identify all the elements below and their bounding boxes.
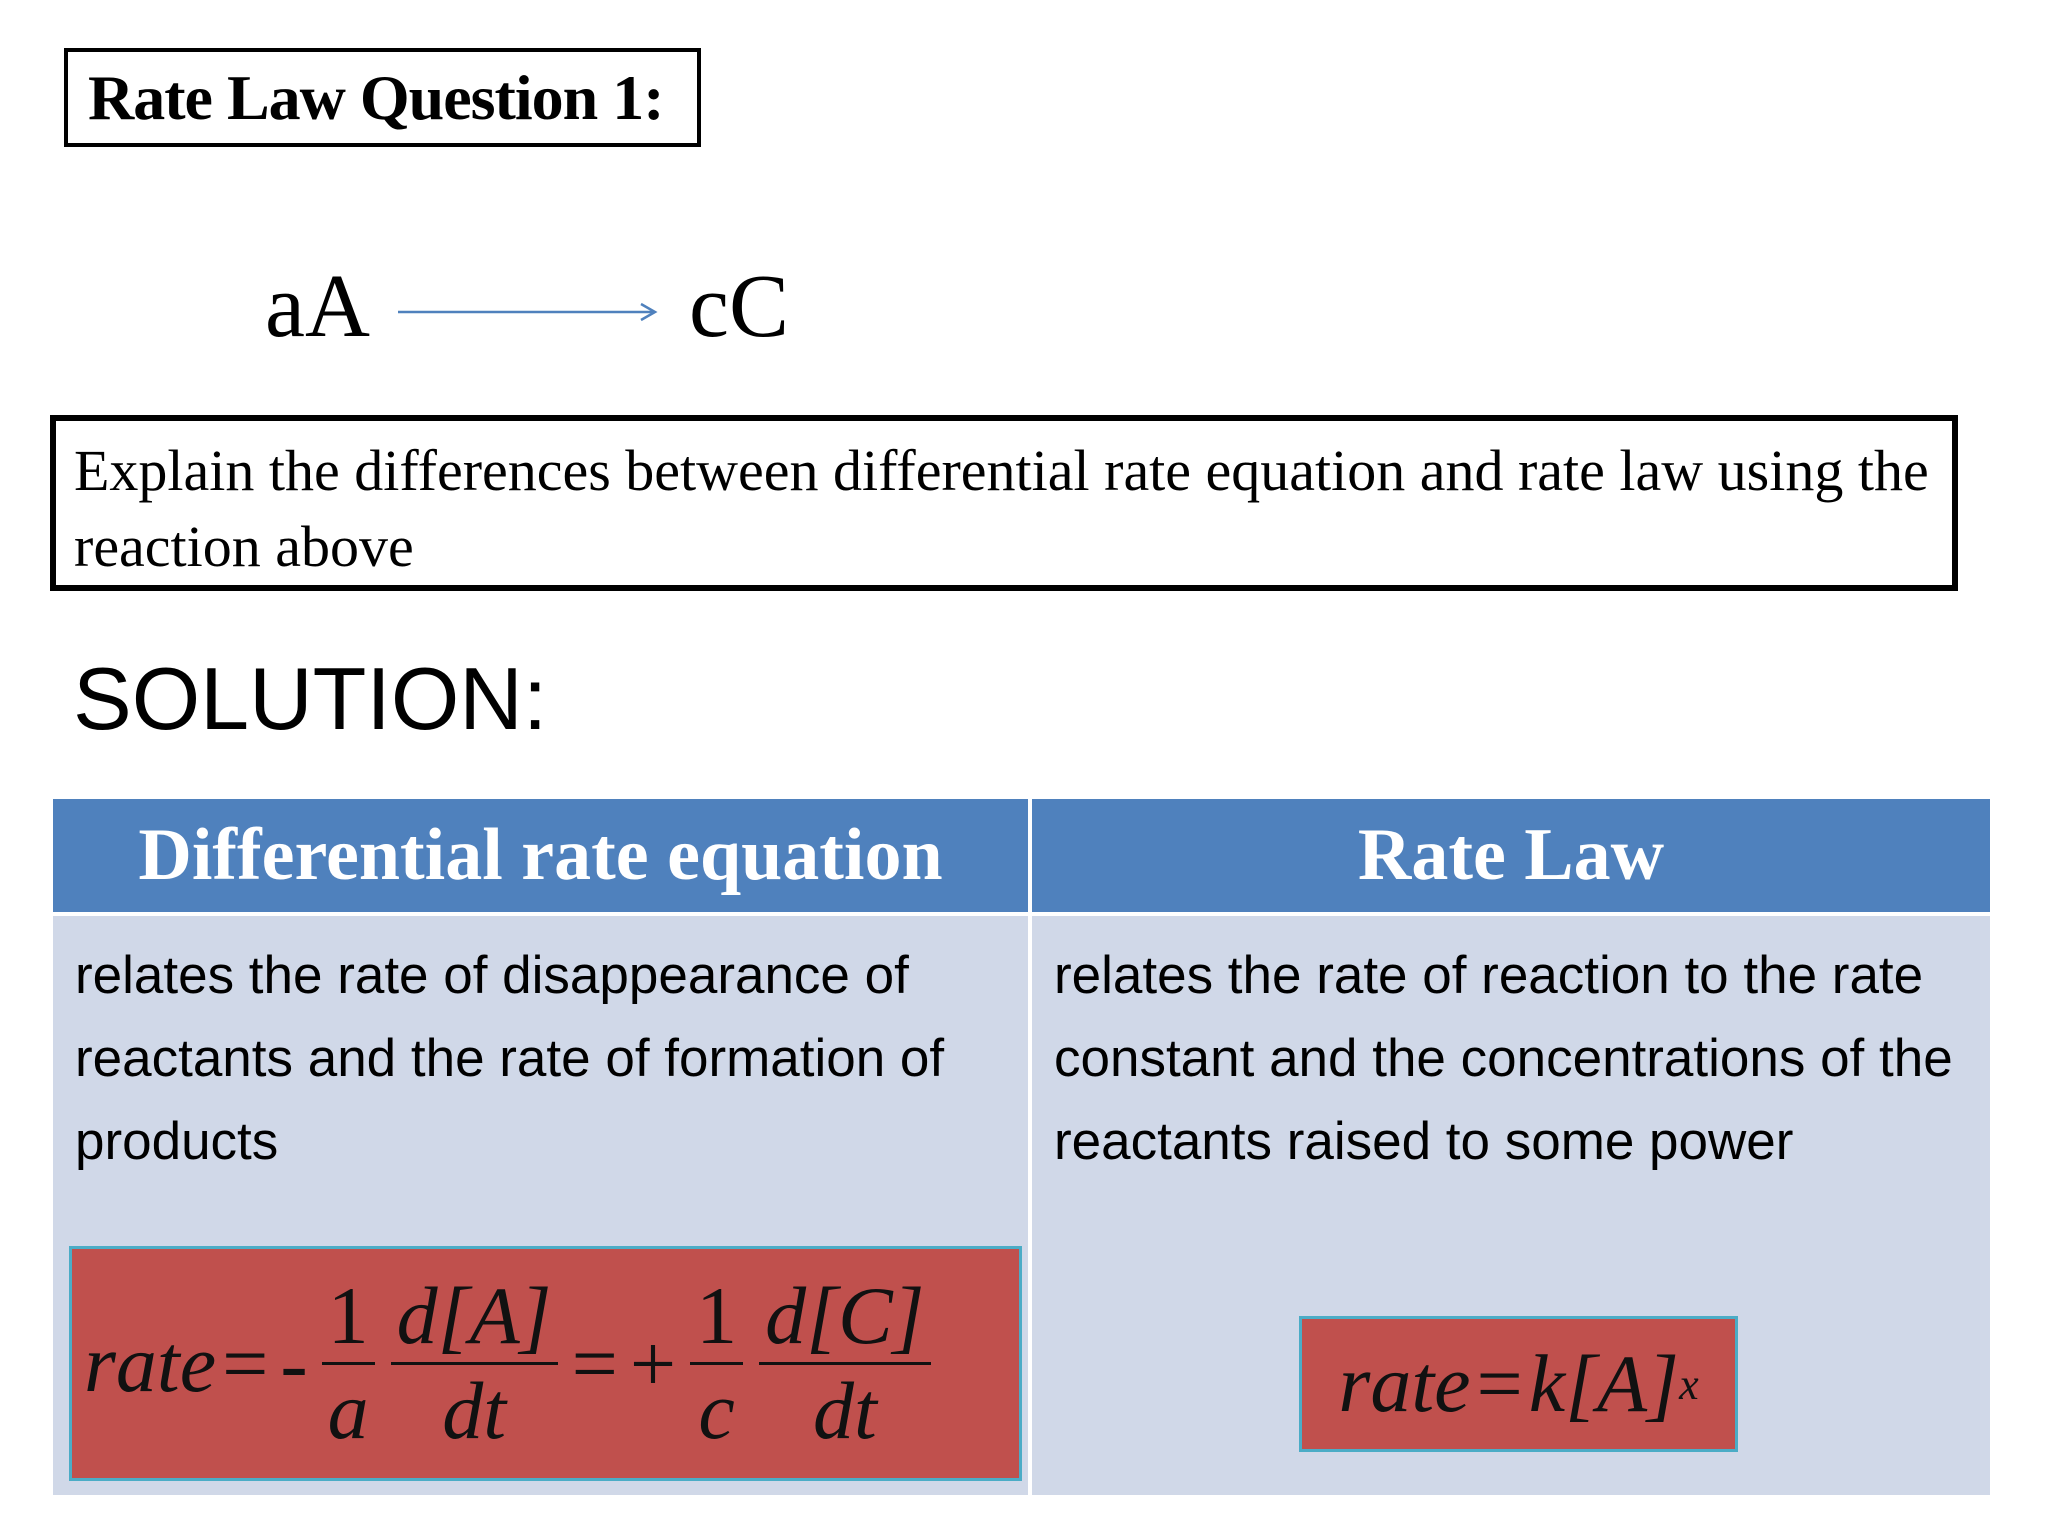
formula-lhs: rate [84, 1317, 217, 1409]
reactant: aA [265, 257, 370, 356]
numerator: 1 [321, 1270, 375, 1365]
table-header: Differential rate equation [53, 799, 1028, 912]
product: cC [689, 257, 789, 356]
cell-text: relates the rate of disappearance of rea… [75, 946, 945, 1171]
formula-rhs: k[A] [1528, 1338, 1680, 1429]
table-header: Rate Law [1032, 799, 1990, 912]
denominator: dt [812, 1365, 877, 1456]
denominator: c [698, 1365, 735, 1456]
question-box: Explain the differences between differen… [50, 415, 1958, 591]
formula-equals: = [571, 1317, 618, 1409]
numerator: d[C] [759, 1270, 931, 1365]
fraction: d[C] dt [759, 1270, 931, 1457]
formula-sign: + [629, 1317, 677, 1409]
question: Explain the differences between differen… [74, 438, 1929, 579]
formula-equals: = [222, 1317, 269, 1409]
solution-label: SOLUTION: [73, 649, 548, 748]
formula-sign: - [280, 1317, 308, 1409]
title-box: Rate Law Question 1: [64, 48, 701, 147]
fraction: d[A] dt [390, 1270, 558, 1457]
reaction-arrow [398, 302, 658, 322]
formula-equals: = [1476, 1338, 1523, 1429]
formula-box: rate = k[A] x [1299, 1316, 1738, 1452]
cell-text: relates the rate of reaction to the rate… [1054, 946, 1953, 1171]
formula-lhs: rate [1338, 1338, 1471, 1429]
denominator: a [327, 1365, 369, 1456]
title: Rate Law Question 1: [88, 61, 665, 133]
denominator: dt [442, 1365, 507, 1456]
formula-exponent: x [1679, 1359, 1699, 1409]
numerator: 1 [690, 1270, 744, 1365]
numerator: d[A] [390, 1270, 558, 1365]
